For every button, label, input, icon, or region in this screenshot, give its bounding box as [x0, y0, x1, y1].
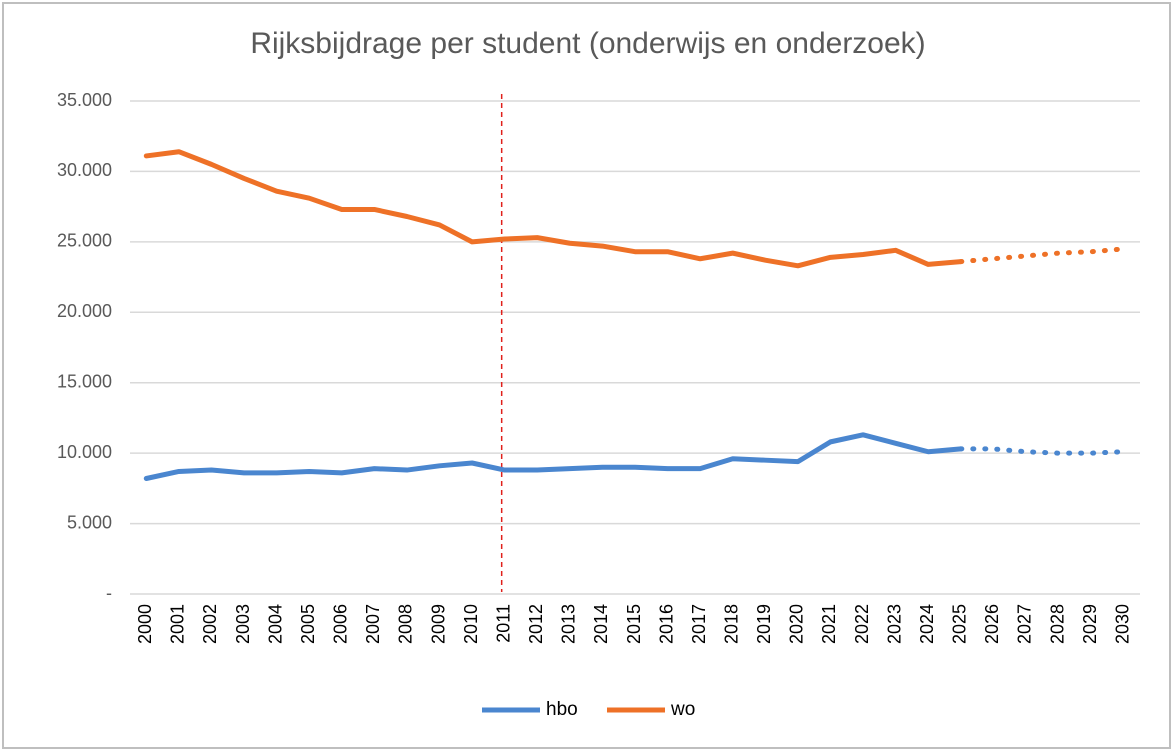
y-tick-label: 5.000 [67, 512, 112, 532]
x-tick-label: 2015 [624, 604, 644, 644]
x-tick-label: 2003 [233, 604, 253, 644]
x-tick-label: 2012 [526, 604, 546, 644]
x-tick-label: 2007 [363, 604, 383, 644]
y-tick-label: 20.000 [57, 301, 112, 321]
x-tick-label: 2024 [917, 604, 937, 644]
x-tick-label: 2020 [787, 604, 807, 644]
x-tick-label: 2010 [461, 604, 481, 644]
series-line [143, 432, 964, 481]
y-tick-label: 10.000 [57, 442, 112, 462]
x-tick-label: 2002 [200, 604, 220, 644]
x-tick-label: 2028 [1047, 604, 1067, 644]
series-line [143, 149, 964, 269]
x-tick-label: 2000 [135, 604, 155, 644]
y-tick-label: 15.000 [57, 371, 112, 391]
x-tick-label: 2019 [754, 604, 774, 644]
x-tick-label: 2030 [1112, 604, 1132, 644]
y-tick-label: 35.000 [57, 90, 112, 110]
x-tick-label: 2014 [591, 604, 611, 644]
x-tick-label: 2005 [298, 604, 318, 644]
x-tick-label: 2009 [428, 604, 448, 644]
chart-title: Rijksbijdrage per student (onderwijs en … [250, 27, 925, 60]
x-tick-label: 2013 [559, 604, 579, 644]
x-tick-label: 2001 [168, 604, 188, 644]
forecast-line [958, 246, 1127, 265]
y-tick-label: - [106, 583, 112, 603]
legend-label: wo [670, 699, 695, 720]
x-tick-label: 2016 [656, 604, 676, 644]
x-tick-label: 2026 [982, 604, 1002, 644]
x-tick-label: 2004 [265, 604, 285, 644]
x-tick-label: 2017 [689, 604, 709, 644]
x-tick-label: 2022 [852, 604, 872, 644]
forecast-line [958, 446, 1127, 456]
x-tick-label: 2029 [1080, 604, 1100, 644]
x-tick-label: 2018 [721, 604, 741, 644]
x-tick-label: 2006 [331, 604, 351, 644]
x-tick-label: 2008 [396, 604, 416, 644]
x-tick-label: 2027 [1015, 604, 1035, 644]
legend-label: hbo [546, 699, 578, 720]
x-tick-label: 2011 [493, 604, 513, 643]
x-tick-label: 2025 [950, 604, 970, 644]
y-tick-label: 25.000 [57, 231, 112, 251]
x-tick-label: 2021 [819, 604, 839, 644]
x-tick-label: 2023 [884, 604, 904, 644]
y-tick-label: 30.000 [57, 160, 112, 180]
